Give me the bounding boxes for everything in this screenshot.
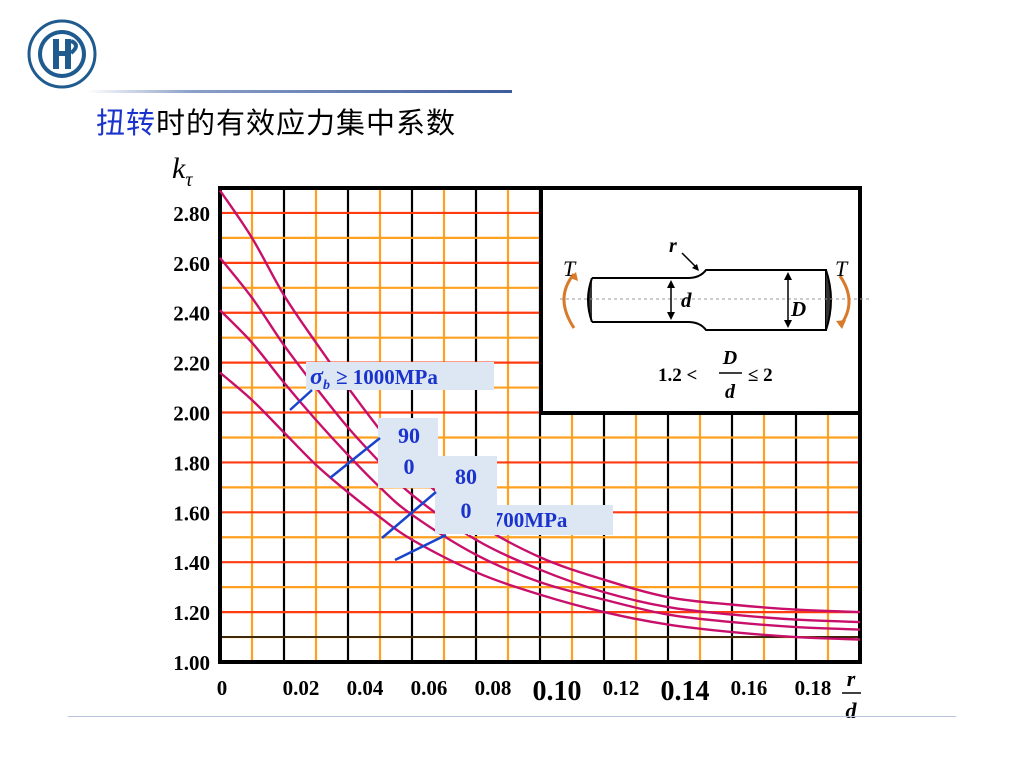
title-highlight: 扭转 xyxy=(96,106,157,140)
y-tick-label: 2.20 xyxy=(173,352,210,376)
inset-ratio-right: ≤ 2 xyxy=(748,365,773,386)
inset-r-label: r xyxy=(669,235,677,257)
label-800-bg xyxy=(435,456,497,534)
inset-box xyxy=(539,186,862,415)
footer-rule xyxy=(68,716,956,717)
leader-800 xyxy=(381,491,437,539)
leader-700 xyxy=(394,533,447,562)
shaft-left-end xyxy=(587,277,593,323)
label-800-line1: 80 xyxy=(455,464,477,489)
x-tick-label: 0 xyxy=(217,676,228,700)
x-tick-label: 0.04 xyxy=(347,676,384,700)
curve-series-3 xyxy=(219,371,861,641)
leader-1000 xyxy=(289,389,313,411)
y-tick-label: 2.80 xyxy=(173,202,210,226)
y-axis-label: kτ xyxy=(172,152,193,191)
shaft-right-end xyxy=(825,269,832,331)
x-tick-label: 0.18 xyxy=(795,676,832,700)
leader-900 xyxy=(329,437,381,479)
dim-d-arrows xyxy=(667,280,675,320)
shaft-inset: rT Td D1.2 <Dd≤ 2 xyxy=(539,186,870,415)
header-rule xyxy=(86,90,512,93)
x-tick-label: 0.02 xyxy=(283,676,320,700)
x-tick-label: 0.10 xyxy=(533,676,582,707)
x-axis-label-denominator: d xyxy=(846,698,858,723)
inset-ratio-den: d xyxy=(725,381,736,403)
y-tick-label: 1.60 xyxy=(173,501,210,525)
slide-title: 扭转时的有效应力集中系数 xyxy=(96,100,456,142)
title-rest: 时的有效应力集中系数 xyxy=(156,106,457,140)
x-axis-label-numerator: r xyxy=(847,666,856,691)
inset-T-left: T xyxy=(563,256,577,281)
x-tick-label: 0.08 xyxy=(475,676,512,700)
y-tick-label: 1.00 xyxy=(173,651,210,675)
label-900-line1: 90 xyxy=(398,423,420,448)
chart-axes: 1.00 1.20 1.40 1.60 1.80 2.00 2.20 2.40 2.60 2.80… xyxy=(172,152,861,723)
x-tick-label: 0.14 xyxy=(661,676,710,707)
inset-ratio-left: 1.2 < xyxy=(658,365,697,386)
label-900-bg xyxy=(378,418,438,488)
x-tick-label: 0.12 xyxy=(603,676,640,700)
inset-d-label: d xyxy=(681,288,692,312)
y-tick-label: 2.60 xyxy=(173,252,210,276)
label-900-line2: 0 xyxy=(404,454,415,479)
label-1000-bg xyxy=(306,362,494,390)
label-1000: σb ≥ 1000MPa xyxy=(310,364,438,393)
x-tick-label: 0.06 xyxy=(411,676,448,700)
logo-letter-p xyxy=(69,39,78,55)
y-tick-label: 2.00 xyxy=(173,402,210,426)
radius-leader xyxy=(681,252,698,269)
inset-D-label: D xyxy=(790,297,806,321)
inset-T-right: T xyxy=(835,256,849,281)
torque-left-arrowhead xyxy=(570,272,578,281)
y-tick-label: 2.40 xyxy=(173,302,210,326)
torque-right-arrowhead xyxy=(836,320,846,329)
y-tick-label: 1.20 xyxy=(173,601,210,625)
y-tick-label: 1.80 xyxy=(173,451,210,475)
x-tick-label: 0.16 xyxy=(731,676,768,700)
university-logo xyxy=(27,19,97,89)
y-tick-label: 1.40 xyxy=(173,551,210,575)
curve-series-2 xyxy=(219,309,861,631)
label-800-line2: 0 xyxy=(461,498,472,523)
inset-ratio-num: D xyxy=(722,347,737,369)
radius-arrowhead xyxy=(692,264,699,271)
